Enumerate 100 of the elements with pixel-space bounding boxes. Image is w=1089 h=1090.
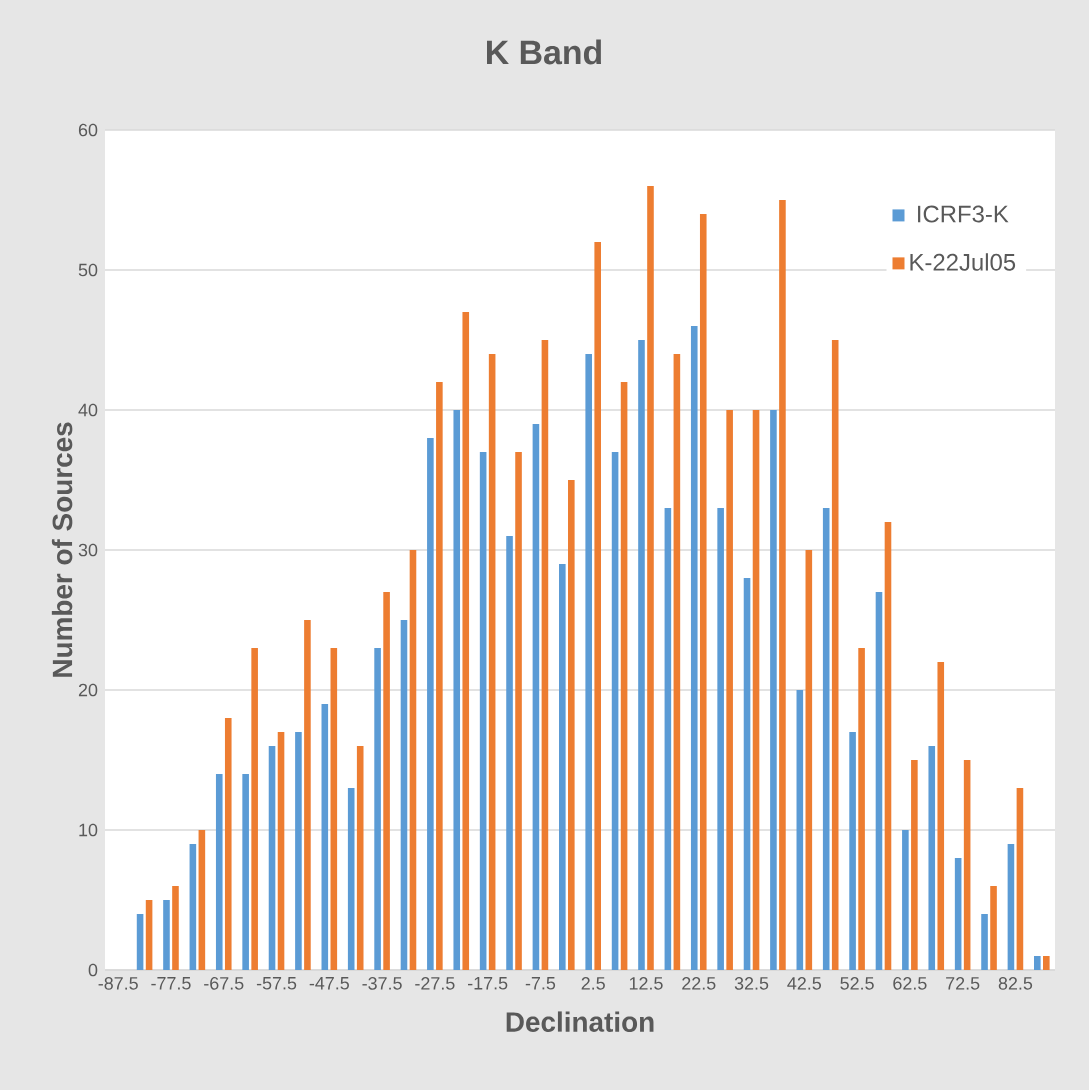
bar [699, 213, 707, 970]
bar [743, 577, 751, 970]
bar [1016, 788, 1024, 970]
bar [664, 507, 672, 970]
x-tick-label: 52.5 [840, 977, 874, 990]
bar [383, 591, 390, 970]
bar [172, 886, 179, 970]
bar [453, 409, 461, 970]
bar [1043, 956, 1050, 970]
x-tick-label: 82.5 [998, 977, 1033, 990]
bar [726, 409, 733, 970]
bar [304, 619, 311, 970]
bar [321, 703, 329, 970]
y-tick-label: 50 [78, 263, 98, 277]
bar [189, 844, 197, 970]
x-tick-label: -37.5 [362, 977, 402, 990]
bar [690, 325, 698, 970]
y-axis-title: Number of Sources [51, 422, 73, 677]
x-tick-label: 62.5 [893, 977, 927, 990]
bar [638, 339, 645, 970]
bar [374, 647, 381, 970]
y-tick-label: 40 [78, 403, 98, 417]
bar [559, 563, 566, 970]
x-tick-label: -87.5 [98, 977, 138, 990]
x-tick-label: 72.5 [946, 977, 980, 990]
bar [277, 732, 285, 970]
bar [990, 886, 997, 970]
bar [805, 549, 813, 970]
bar [849, 732, 856, 970]
bar [1007, 844, 1015, 970]
chart-title: K Band [487, 39, 602, 65]
x-tick-label: -67.5 [204, 977, 244, 990]
x-tick-label: 32.5 [734, 977, 769, 990]
y-tick-label: 0 [88, 963, 98, 977]
bar [611, 451, 619, 970]
y-tick-label: 60 [78, 123, 98, 137]
bar [752, 409, 760, 970]
bar [911, 760, 918, 970]
bar [568, 479, 575, 970]
bar [242, 774, 249, 970]
y-tick-label: 20 [78, 683, 98, 697]
x-tick-label: -77.5 [151, 977, 191, 990]
bar [224, 717, 232, 970]
x-tick-label: -47.5 [309, 977, 349, 990]
x-tick-label: 22.5 [682, 977, 716, 990]
bar [506, 535, 513, 970]
bar [796, 689, 804, 970]
legend-label: K-22Jul05 [910, 253, 1016, 271]
bar [532, 423, 540, 970]
bar [198, 830, 206, 970]
bar [858, 647, 865, 970]
x-tick-label: -57.5 [256, 977, 297, 990]
bar [779, 199, 786, 970]
bar [268, 746, 276, 970]
bar [620, 381, 628, 970]
bar [347, 788, 355, 970]
bar [875, 591, 883, 970]
bar [427, 437, 434, 970]
bar [462, 311, 470, 970]
y-tick-label: 10 [79, 823, 98, 837]
legend-label: ICRF3-K [918, 205, 1009, 223]
bar [831, 339, 839, 970]
bar [928, 746, 936, 970]
bar [409, 549, 417, 970]
bar [594, 241, 601, 970]
bar [251, 647, 258, 970]
bar [884, 521, 892, 970]
bar [981, 914, 988, 970]
bar [647, 185, 654, 970]
bar [488, 353, 496, 970]
bar [145, 900, 153, 970]
bar [822, 507, 830, 970]
bar [963, 760, 971, 970]
bar [330, 647, 338, 970]
bar [136, 914, 144, 970]
bar [215, 774, 223, 970]
bar [954, 858, 962, 970]
x-tick-label: 2.5 [581, 977, 605, 990]
x-tick-label: -17.5 [468, 977, 508, 990]
bar [937, 661, 945, 970]
x-tick-label: -7.5 [525, 977, 556, 990]
x-axis-title: Declination [506, 1011, 654, 1032]
y-tick-label: 30 [78, 543, 98, 557]
x-tick-label: -27.5 [415, 977, 455, 990]
bar [163, 900, 170, 970]
bar [585, 353, 592, 970]
bar [770, 409, 777, 970]
bar [717, 507, 724, 970]
bar [400, 619, 408, 970]
bar [541, 339, 549, 970]
x-tick-label: 12.5 [629, 977, 663, 990]
bar [1034, 956, 1041, 970]
bar [902, 830, 909, 970]
bar [356, 746, 364, 970]
bar [436, 381, 443, 970]
bar [479, 451, 487, 970]
x-tick-label: 42.5 [787, 977, 822, 990]
bar [673, 353, 681, 970]
bar [295, 732, 302, 970]
bar [515, 451, 522, 970]
